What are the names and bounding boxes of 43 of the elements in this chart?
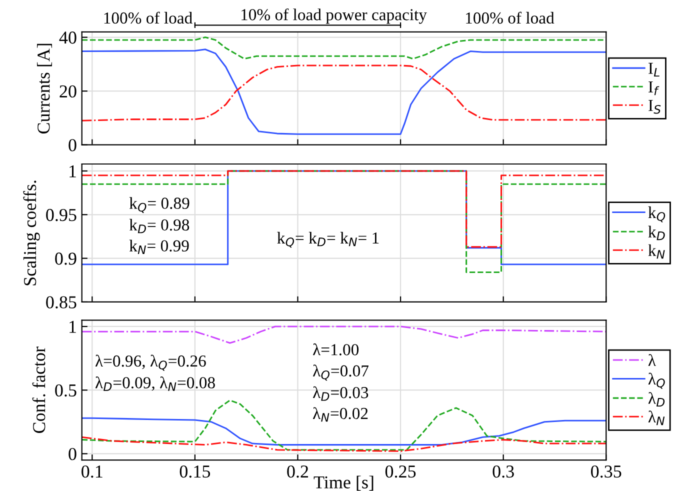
y-tick-label: 1 (70, 165, 76, 178)
y-tick-label: 0 (68, 448, 76, 460)
text: λ=0.96, λ$_{Q}$=0.26 λ$_{D}$=0.09, λ$_{N}$=0.08 (95, 354, 215, 391)
text: 10% of load power capacity (242, 8, 427, 24)
legend-label: λ$_{Q}$ (648, 372, 665, 389)
legend-label: λ (648, 354, 656, 366)
line-series (82, 436, 606, 452)
x-tick-label: 0.25 (385, 465, 416, 478)
y-tick-label: 0.9 (55, 252, 76, 265)
text: λ=1.00 λ$_{Q}$=0.07 λ$_{D}$=0.03 λ$_{N}$=0.02 (312, 343, 369, 422)
legend-label: λ$_{N}$ (648, 410, 665, 426)
y-tick-label: 1 (70, 320, 76, 333)
y-axis-title: Conf. factor (32, 346, 46, 433)
text: 100% of load (466, 12, 554, 24)
text: k$_{Q}$= 0.89 k$_{D}$= 0.98 k$_{N}$= 0.99 (129, 197, 190, 254)
text: k$_{D}$ (648, 226, 665, 240)
legend-label: I$_{S}$ (648, 100, 661, 114)
y-tick-label: 20 (60, 85, 76, 98)
y-axis-title: Currents [A] (37, 44, 52, 134)
legend-label: λ$_{D}$ (648, 392, 665, 407)
text: k$_{Q}$ (648, 206, 666, 222)
y-tick-label: 0 (68, 139, 76, 152)
y-tick-label: 0.85 (46, 296, 76, 308)
line-series (82, 400, 606, 451)
legend-label: I$_{L}$ (648, 62, 660, 77)
x-tick-label: 0.3 (492, 465, 514, 478)
line-series (82, 326, 606, 344)
y-axis-title: Scaling coeffs. (23, 180, 40, 286)
line-series (82, 36, 606, 60)
x-tick-label: 0.2 (287, 465, 308, 478)
x-tick-label: 0.15 (180, 465, 210, 478)
legend-label: k$_{N}$ (648, 244, 665, 259)
y-tick-label: 40 (59, 32, 76, 44)
legend-label: I$_{f}$ (648, 81, 660, 96)
x-tick-label: 0.35 (591, 465, 622, 478)
annotation: k$_{Q}$= k$_{D}$= k$_{N}$= 1 (277, 232, 379, 248)
y-tick-label: 0.5 (55, 384, 76, 397)
line-series (82, 48, 606, 135)
y-tick-label: 0.95 (46, 208, 76, 222)
line-series (82, 64, 606, 122)
text: 100% of load (104, 12, 192, 24)
x-axis-title: Time [s] (314, 476, 374, 491)
x-tick-label: 0.1 (82, 465, 102, 478)
